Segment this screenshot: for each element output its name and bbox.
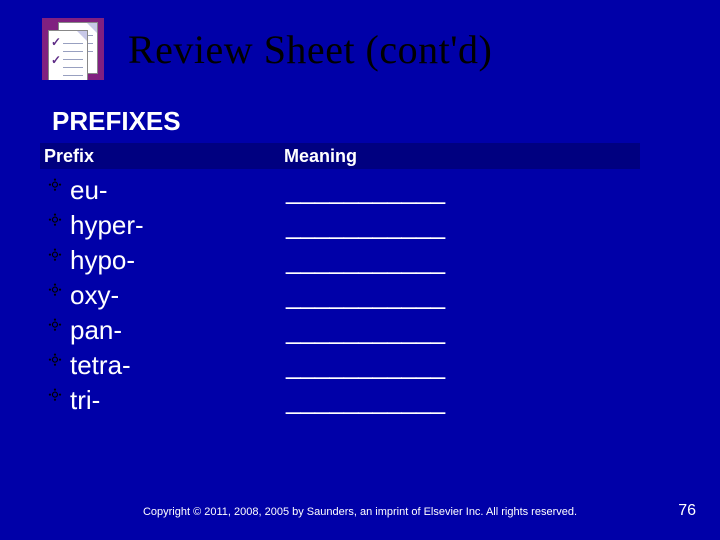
prefix-cell: pan- <box>70 315 286 346</box>
meaning-cell: ___________ <box>286 245 445 276</box>
prefix-cell: tri- <box>70 385 286 416</box>
table-row: ༓ oxy- ___________ <box>40 278 640 313</box>
copyright-footer: Copyright © 2011, 2008, 2005 by Saunders… <box>0 506 720 518</box>
table-row: ༓ eu- ___________ <box>40 173 640 208</box>
table-header-row: Prefix Meaning <box>40 143 640 169</box>
table-row: ༓ tri- ___________ <box>40 383 640 418</box>
prefix-cell: hyper- <box>70 210 286 241</box>
meaning-cell: ___________ <box>286 350 445 381</box>
table-row: ༓ hyper- ___________ <box>40 208 640 243</box>
checklist-icon <box>42 18 104 80</box>
page-title: Review Sheet (cont'd) <box>128 26 492 73</box>
meaning-cell: ___________ <box>286 385 445 416</box>
title-row: Review Sheet (cont'd) <box>0 0 720 92</box>
column-header-meaning: Meaning <box>284 146 640 167</box>
meaning-cell: ___________ <box>286 210 445 241</box>
meaning-cell: ___________ <box>286 315 445 346</box>
meaning-cell: ___________ <box>286 280 445 311</box>
column-header-prefix: Prefix <box>44 146 284 167</box>
bullet-icon: ༓ <box>40 370 70 432</box>
table-row: ༓ tetra- ___________ <box>40 348 640 383</box>
page-number: 76 <box>678 502 696 520</box>
table-row: ༓ pan- ___________ <box>40 313 640 348</box>
prefix-table: Prefix Meaning ༓ eu- ___________ ༓ hyper… <box>40 143 640 418</box>
section-label: PREFIXES <box>52 106 720 137</box>
prefix-cell: eu- <box>70 175 286 206</box>
prefix-cell: tetra- <box>70 350 286 381</box>
prefix-cell: hypo- <box>70 245 286 276</box>
table-row: ༓ hypo- ___________ <box>40 243 640 278</box>
prefix-cell: oxy- <box>70 280 286 311</box>
table-body: ༓ eu- ___________ ༓ hyper- ___________ ༓… <box>40 173 640 418</box>
meaning-cell: ___________ <box>286 175 445 206</box>
